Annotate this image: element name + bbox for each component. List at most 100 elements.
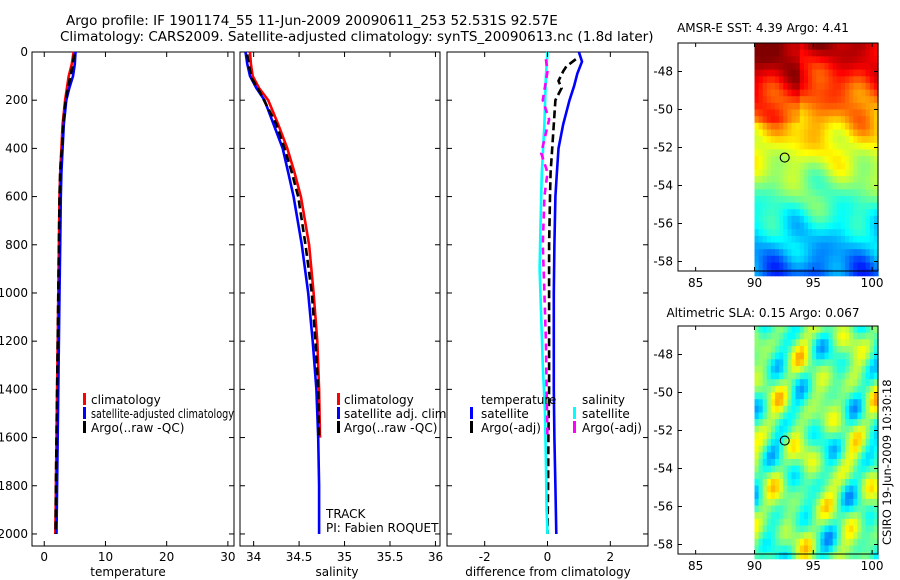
heatmap-cell <box>845 538 850 547</box>
heatmap-cell <box>820 222 826 230</box>
heatmap-cell <box>795 532 801 540</box>
heatmap-cell <box>840 102 846 111</box>
heatmap-cell <box>754 222 760 230</box>
heatmap-cell <box>840 129 846 137</box>
heatmap-cell <box>783 63 788 71</box>
legend-label-sal-argo: Argo(-adj) <box>582 421 642 435</box>
heatmap-cell <box>840 136 846 144</box>
heatmap-cell <box>758 129 764 137</box>
heatmap-cell <box>803 379 809 387</box>
heatmap-cell <box>766 169 772 177</box>
heatmap-cell <box>873 479 879 487</box>
heatmap-cell <box>853 359 858 367</box>
heatmap-cell <box>824 109 830 117</box>
heatmap-cell <box>808 176 813 184</box>
heatmap-cell <box>803 479 809 487</box>
heatmap-cell <box>803 425 809 434</box>
heatmap-cell <box>853 518 858 527</box>
heatmap-cell <box>857 419 863 427</box>
x-tick-label: -2 <box>479 550 491 564</box>
heatmap-cell <box>779 69 784 77</box>
heatmap-cell <box>803 122 809 131</box>
heatmap-cell <box>783 439 788 447</box>
heatmap-cell <box>845 222 850 230</box>
heatmap-cell <box>865 372 871 380</box>
heatmap-cell <box>783 412 788 420</box>
heatmap-cell <box>832 339 838 347</box>
heatmap-cell <box>762 102 768 111</box>
legend-label-satellite: satellite-adjusted climatology <box>91 407 234 421</box>
heatmap-cell <box>770 142 776 151</box>
heatmap-cell <box>762 326 768 334</box>
heatmap-cell <box>808 465 813 473</box>
heatmap-cell <box>770 479 776 487</box>
heatmap-cell <box>791 196 797 204</box>
heatmap-cell <box>775 425 780 434</box>
heatmap-cell <box>832 412 838 420</box>
series-line-temperature-argo-adj- <box>546 58 577 535</box>
heatmap-cell <box>787 538 793 547</box>
heatmap-cell <box>754 229 760 237</box>
heatmap-cell <box>758 222 764 230</box>
heatmap-cell <box>873 235 879 244</box>
heatmap-cell <box>816 405 821 414</box>
heatmap-cell <box>754 136 760 144</box>
heatmap-cell <box>869 372 875 380</box>
heatmap-cell <box>779 89 784 97</box>
heatmap-cell <box>770 432 776 440</box>
heatmap-cell <box>775 235 780 244</box>
heatmap-cell <box>803 43 809 51</box>
heatmap-cell <box>791 209 797 217</box>
heatmap-cell <box>865 136 871 144</box>
heatmap-cell <box>754 538 760 547</box>
heatmap-cell <box>775 196 780 204</box>
heatmap-cell <box>824 262 830 270</box>
heatmap-cell <box>816 96 821 104</box>
heatmap-cell <box>795 365 801 374</box>
heatmap-cell <box>787 399 793 407</box>
heatmap-cell <box>849 498 854 507</box>
heatmap-cell <box>861 399 867 407</box>
legend-header-salinity: salinity <box>582 393 625 407</box>
heatmap-cell <box>787 465 793 473</box>
heatmap-cell <box>799 235 805 244</box>
heatmap-cell <box>840 518 846 527</box>
heatmap-cell <box>795 339 801 347</box>
heatmap-cell <box>779 63 784 71</box>
heatmap-cell <box>791 405 797 414</box>
heatmap-cell <box>803 235 809 244</box>
heatmap-cell <box>812 142 817 151</box>
heatmap-cell <box>845 122 850 131</box>
heatmap-cell <box>832 332 838 340</box>
heatmap-cell <box>803 189 809 197</box>
heatmap-cell <box>758 255 764 264</box>
heatmap-cell <box>762 479 768 487</box>
heatmap-cell <box>779 222 784 230</box>
heatmap-cell <box>857 262 863 270</box>
heatmap-cell <box>861 452 867 460</box>
heatmap-cell <box>775 399 780 407</box>
heatmap-cell <box>840 122 846 131</box>
heatmap-cell <box>770 419 776 427</box>
heatmap-cell <box>820 156 826 164</box>
heatmap-cell <box>808 425 813 434</box>
heatmap-cell <box>783 262 788 270</box>
heatmap-cell <box>832 156 838 164</box>
heatmap-cell <box>836 552 842 560</box>
heatmap-cell <box>787 156 793 164</box>
heatmap-cell <box>845 399 850 407</box>
heatmap-cell <box>840 399 846 407</box>
heatmap-cell <box>816 255 821 264</box>
heatmap-cell <box>873 412 879 420</box>
heatmap-cell <box>803 412 809 420</box>
heatmap-cell <box>853 122 858 131</box>
heatmap-cell <box>754 76 760 84</box>
heatmap-cell <box>779 156 784 164</box>
heatmap-cell <box>775 352 780 360</box>
legend-swatch-climatology <box>83 393 86 405</box>
heatmap-cell <box>787 512 793 520</box>
heatmap-cell <box>803 505 809 513</box>
heatmap-cell <box>812 365 817 374</box>
heatmap-cell <box>783 492 788 500</box>
heatmap-cell <box>857 142 863 151</box>
